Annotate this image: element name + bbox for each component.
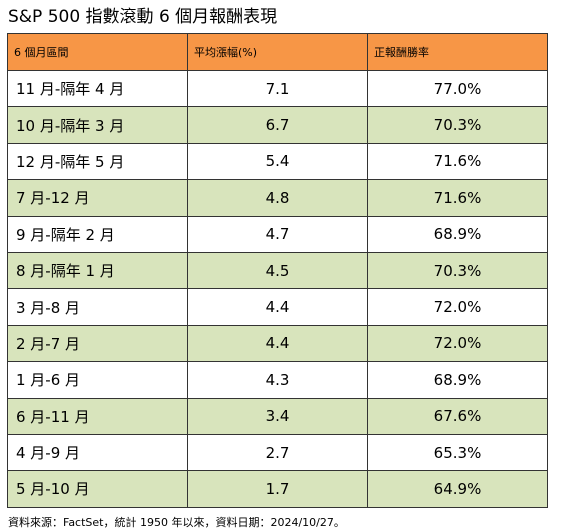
period-cell: 6 月-11 月	[7, 397, 188, 435]
average-gain-cell: 4.7	[187, 215, 368, 253]
returns-table: 6 個月區間 平均漲幅(%) 正報酬勝率 11 月-隔年 4 月 7.1 77.…	[7, 33, 548, 508]
average-gain-cell: 1.7	[187, 470, 368, 508]
average-gain-cell: 4.8	[187, 179, 368, 217]
win-rate-cell: 70.3%	[367, 106, 548, 144]
average-gain-cell: 6.7	[187, 106, 368, 144]
table-row: 6 月-11 月 3.4 67.6%	[7, 397, 548, 435]
period-cell: 5 月-10 月	[7, 470, 188, 508]
period-cell: 9 月-隔年 2 月	[7, 215, 188, 253]
period-cell: 8 月-隔年 1 月	[7, 251, 188, 290]
header-row: 6 個月區間 平均漲幅(%) 正報酬勝率	[7, 33, 548, 71]
win-rate-cell: 72.0%	[367, 288, 548, 326]
win-rate-cell: 65.3%	[367, 433, 548, 472]
average-gain-cell: 2.7	[187, 433, 368, 472]
win-rate-cell: 71.6%	[367, 179, 548, 217]
table-row: 1 月-6 月 4.3 68.9%	[7, 361, 548, 399]
table-row: 3 月-8 月 4.4 72.0%	[7, 288, 548, 326]
table-row: 12 月-隔年 5 月 5.4 71.6%	[7, 142, 548, 181]
average-gain-cell: 4.4	[187, 324, 368, 363]
win-rate-cell: 64.9%	[367, 470, 548, 508]
win-rate-cell: 71.6%	[367, 142, 548, 181]
win-rate-cell: 77.0%	[367, 69, 548, 108]
table-row: 9 月-隔年 2 月 4.7 68.9%	[7, 215, 548, 253]
average-gain-cell: 5.4	[187, 142, 368, 181]
period-cell: 3 月-8 月	[7, 288, 188, 326]
win-rate-cell: 68.9%	[367, 215, 548, 253]
table-row: 7 月-12 月 4.8 71.6%	[7, 179, 548, 217]
win-rate-cell: 72.0%	[367, 324, 548, 363]
table-title: S&P 500 指數滾動 6 個月報酬表現	[8, 7, 278, 27]
header-period: 6 個月區間	[7, 33, 188, 71]
table-row: 10 月-隔年 3 月 6.7 70.3%	[7, 106, 548, 144]
table-row: 4 月-9 月 2.7 65.3%	[7, 433, 548, 472]
table-row: 5 月-10 月 1.7 64.9%	[7, 470, 548, 508]
period-cell: 2 月-7 月	[7, 324, 188, 363]
table-row: 2 月-7 月 4.4 72.0%	[7, 324, 548, 363]
source-footnote: 資料來源：FactSet，統計 1950 年以來，資料日期：2024/10/27…	[8, 516, 345, 529]
win-rate-cell: 70.3%	[367, 251, 548, 290]
average-gain-cell: 4.4	[187, 288, 368, 326]
win-rate-cell: 68.9%	[367, 361, 548, 399]
average-gain-cell: 4.5	[187, 251, 368, 290]
average-gain-cell: 7.1	[187, 69, 368, 108]
header-win-rate: 正報酬勝率	[367, 33, 548, 71]
period-cell: 7 月-12 月	[7, 179, 188, 217]
period-cell: 12 月-隔年 5 月	[7, 142, 188, 181]
period-cell: 1 月-6 月	[7, 361, 188, 399]
average-gain-cell: 3.4	[187, 397, 368, 435]
table-row: 8 月-隔年 1 月 4.5 70.3%	[7, 251, 548, 290]
period-cell: 4 月-9 月	[7, 433, 188, 472]
period-cell: 11 月-隔年 4 月	[7, 69, 188, 108]
period-cell: 10 月-隔年 3 月	[7, 106, 188, 144]
win-rate-cell: 67.6%	[367, 397, 548, 435]
average-gain-cell: 4.3	[187, 361, 368, 399]
header-average-gain: 平均漲幅(%)	[187, 33, 368, 71]
table-row: 11 月-隔年 4 月 7.1 77.0%	[7, 69, 548, 108]
